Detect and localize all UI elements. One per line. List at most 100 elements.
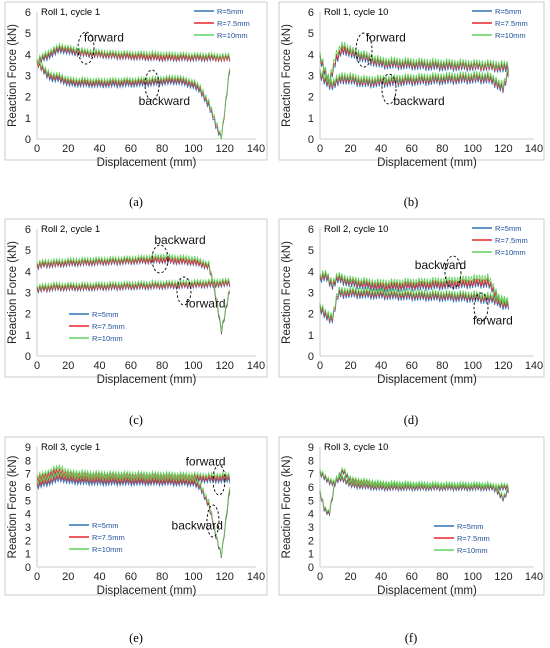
chart-panel-5: 0 20 40 60 80 100 120 140 01 234 567 89 Displacement…	[4, 436, 268, 645]
series-line-r-7-5mm	[36, 278, 231, 294]
legend-entry: R=10mm	[495, 31, 526, 40]
y-tick-label: 3	[308, 522, 314, 534]
subfigure-label: (b)	[404, 195, 419, 209]
y-tick-label: 5	[308, 245, 314, 257]
y-tick-label: 0	[308, 351, 314, 363]
annotation-label: forward	[473, 313, 513, 327]
y-tick-label: 3	[25, 71, 31, 83]
legend-entry: R=10mm	[457, 546, 488, 555]
y-tick-label: 3	[25, 522, 31, 534]
chart-panel-2: 0 20 40 60 80 100 120 140 0 1 2 3 4 5 6 Displacement (m…	[278, 1, 545, 209]
y-tick-label: 1	[25, 549, 31, 561]
y-tick-label: 8	[308, 455, 314, 467]
chart-panel-3: 0 20 40 60 80 100 120 140 0 1 2 3 4 5 6 Displacement (m…	[4, 218, 268, 427]
y-tick-label: 4	[308, 266, 314, 278]
y-tick-label: 4	[308, 49, 314, 61]
chart-panel-4: 0 20 40 60 80 100 120 140 0 1 2 3 4 5 6 Displacement (m…	[278, 218, 545, 427]
x-tick-label: 60	[406, 571, 418, 583]
x-tick-label: 100	[184, 571, 202, 583]
panel-title: Roll 1, cycle 1	[41, 7, 100, 18]
x-tick-label: 80	[436, 143, 448, 155]
x-tick-label: 60	[406, 143, 418, 155]
y-tick-label: 1	[25, 330, 31, 342]
x-tick-label: 120	[216, 360, 234, 372]
y-axis-title: Reaction Force (kN)	[7, 241, 19, 344]
y-axis-title: Reaction Force (kN)	[7, 24, 19, 127]
x-tick-label: 60	[125, 571, 137, 583]
series-line-r-5mm	[36, 475, 231, 559]
x-tick-label: 120	[494, 360, 512, 372]
x-tick-label: 0	[34, 360, 40, 372]
annotation-label: backward	[415, 258, 466, 272]
panel-frame	[278, 436, 545, 596]
chart-panel-1: 0 20 40 60 80 100 120 140 0 1 2 3 4 5 6 Displacement (m…	[4, 1, 268, 209]
y-tick-label: 3	[25, 288, 31, 300]
subfigure-label: (a)	[129, 195, 143, 209]
legend-entry: R=5mm	[495, 7, 521, 16]
legend-entry: R=7.5mm	[92, 533, 125, 542]
x-tick-label: 120	[216, 143, 234, 155]
legend-entry: R=7.5mm	[217, 19, 250, 28]
y-tick-label: 4	[25, 509, 31, 521]
annotation-label: forward	[366, 31, 406, 45]
y-tick-label: 2	[308, 309, 314, 321]
series-line-r-10mm	[319, 466, 509, 499]
x-tick-label: 0	[317, 571, 323, 583]
y-tick-label: 4	[25, 49, 31, 61]
x-tick-label: 60	[406, 360, 418, 372]
series-line-r-5mm	[36, 60, 231, 140]
x-axis-title: Displacement (mm)	[97, 374, 197, 386]
x-tick-label: 0	[317, 360, 323, 372]
y-tick-label: 2	[308, 92, 314, 104]
annotation-ellipse	[144, 69, 160, 101]
y-tick-label: 2	[308, 535, 314, 547]
x-tick-label: 40	[93, 571, 105, 583]
legend-entry: R=5mm	[92, 310, 118, 319]
legend-entry: R=7.5mm	[457, 534, 490, 543]
x-tick-label: 120	[494, 571, 512, 583]
series-line-r-10mm	[36, 58, 231, 140]
legend-entry: R=5mm	[92, 521, 118, 530]
x-tick-label: 40	[375, 143, 387, 155]
x-tick-label: 80	[156, 571, 168, 583]
y-tick-label: 7	[25, 469, 31, 481]
annotation-label: forward	[186, 455, 226, 469]
x-tick-label: 0	[34, 571, 40, 583]
y-tick-label: 3	[308, 71, 314, 83]
annotation-ellipse	[212, 464, 226, 496]
y-tick-label: 1	[308, 330, 314, 342]
series-line-r-10mm	[36, 470, 231, 557]
y-tick-label: 5	[308, 495, 314, 507]
x-tick-label: 100	[184, 143, 202, 155]
x-tick-label: 40	[375, 571, 387, 583]
annotation-ellipse	[176, 276, 192, 306]
y-tick-label: 2	[25, 309, 31, 321]
x-tick-label: 100	[464, 143, 482, 155]
series-line-r-7-5mm	[36, 255, 231, 334]
x-tick-label: 140	[247, 143, 265, 155]
series-line-r-10mm	[319, 41, 509, 83]
legend-entry: R=7.5mm	[92, 322, 125, 331]
chart-panel-6: 0 20 40 60 80 100 120 140 01 234 567 89 Displacement…	[278, 436, 545, 645]
y-tick-label: 0	[25, 351, 31, 363]
panel-frame	[4, 1, 268, 161]
x-tick-label: 0	[317, 143, 323, 155]
annotation-ellipse	[77, 31, 95, 65]
legend-entry: R=7.5mm	[495, 236, 528, 245]
panel-title: Roll 1, cycle 10	[324, 7, 388, 18]
subfigure-label: (e)	[129, 631, 143, 645]
y-tick-label: 2	[25, 535, 31, 547]
annotation-label: backward	[154, 233, 205, 247]
panel-frame	[278, 1, 545, 161]
subfigure-label: (d)	[404, 413, 419, 427]
subfigure-label: (f)	[405, 631, 418, 645]
y-tick-label: 4	[25, 266, 31, 278]
annotation-ellipse	[355, 32, 373, 68]
y-tick-label: 1	[308, 113, 314, 125]
y-tick-label: 9	[308, 442, 314, 454]
x-axis-title: Displacement (mm)	[377, 374, 477, 386]
x-tick-label: 100	[464, 571, 482, 583]
annotation-label: backward	[139, 94, 190, 108]
legend-entry: R=10mm	[217, 31, 248, 40]
